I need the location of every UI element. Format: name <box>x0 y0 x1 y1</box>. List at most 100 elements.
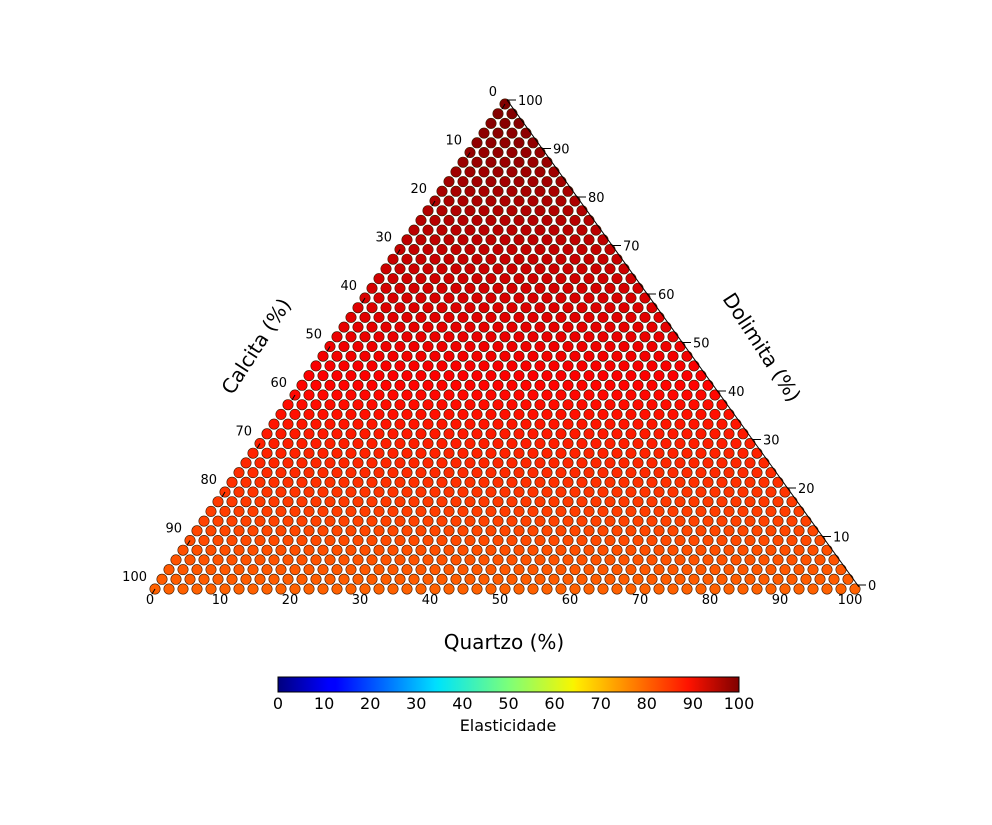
data-point <box>520 437 532 449</box>
data-point <box>548 379 560 391</box>
data-point <box>184 554 196 566</box>
data-point <box>450 166 462 178</box>
data-point <box>499 389 511 401</box>
data-point <box>744 554 756 566</box>
data-point <box>485 331 497 343</box>
data-point <box>583 350 595 362</box>
data-point <box>786 496 798 508</box>
left-tick-label: 80 <box>200 473 217 488</box>
data-point <box>681 370 693 382</box>
data-point <box>450 360 462 372</box>
data-point <box>261 486 273 498</box>
right-tick-label: 10 <box>833 531 850 546</box>
data-point <box>436 185 448 197</box>
data-point <box>408 515 420 527</box>
data-point <box>485 447 497 459</box>
data-point <box>520 166 532 178</box>
bottom-tick-label: 60 <box>562 593 579 608</box>
data-point <box>450 244 462 256</box>
data-point <box>625 544 637 556</box>
data-point <box>681 486 693 498</box>
data-point <box>205 583 217 595</box>
data-point <box>247 505 259 517</box>
data-point <box>562 496 574 508</box>
data-point <box>751 564 763 576</box>
data-point <box>555 564 567 576</box>
left-tick-label: 100 <box>122 570 147 585</box>
data-point <box>695 544 707 556</box>
data-point <box>387 311 399 323</box>
bottom-tick-label: 30 <box>352 593 369 608</box>
data-point <box>471 234 483 246</box>
data-point <box>534 554 546 566</box>
data-point <box>513 214 525 226</box>
data-point <box>345 525 357 537</box>
data-point <box>471 408 483 420</box>
data-point <box>401 273 413 285</box>
data-point <box>450 399 462 411</box>
data-point <box>457 525 469 537</box>
data-point <box>499 505 511 517</box>
data-point <box>464 166 476 178</box>
data-point <box>345 467 357 479</box>
data-point <box>366 282 378 294</box>
data-point <box>646 340 658 352</box>
data-point <box>415 447 427 459</box>
colorbar-tick-label: 50 <box>498 694 518 713</box>
data-point <box>499 137 511 149</box>
data-point <box>688 476 700 488</box>
bottom-tick-label: 0 <box>146 593 154 608</box>
data-point <box>387 564 399 576</box>
data-point <box>457 447 469 459</box>
data-point <box>667 525 679 537</box>
data-point <box>730 534 742 546</box>
data-point <box>611 486 623 498</box>
data-point <box>723 467 735 479</box>
data-point <box>709 525 721 537</box>
data-point <box>779 564 791 576</box>
data-point <box>275 467 287 479</box>
data-point <box>653 525 665 537</box>
left-tick-label: 70 <box>235 425 252 440</box>
data-point <box>695 389 707 401</box>
data-point <box>387 408 399 420</box>
data-point <box>618 360 630 372</box>
data-point <box>387 525 399 537</box>
data-point <box>674 534 686 546</box>
data-point <box>359 486 371 498</box>
data-point <box>632 476 644 488</box>
data-point <box>793 544 805 556</box>
data-point <box>569 467 581 479</box>
data-point <box>632 496 644 508</box>
data-point <box>233 583 245 595</box>
data-point <box>366 321 378 333</box>
data-point <box>310 457 322 469</box>
data-point <box>485 428 497 440</box>
data-point <box>275 525 287 537</box>
data-point <box>240 496 252 508</box>
data-point <box>765 505 777 517</box>
data-point <box>478 554 490 566</box>
data-point <box>520 127 532 139</box>
data-point <box>506 399 518 411</box>
data-point <box>352 302 364 314</box>
data-point <box>429 408 441 420</box>
data-point <box>492 515 504 527</box>
data-point <box>583 467 595 479</box>
data-point <box>590 534 602 546</box>
data-point <box>604 476 616 488</box>
data-point <box>814 573 826 585</box>
data-point <box>464 360 476 372</box>
data-point <box>653 389 665 401</box>
data-point <box>492 360 504 372</box>
data-point <box>646 321 658 333</box>
data-point <box>268 573 280 585</box>
data-point <box>555 331 567 343</box>
data-point <box>415 467 427 479</box>
data-point <box>492 185 504 197</box>
data-point <box>478 127 490 139</box>
data-point <box>338 379 350 391</box>
data-point <box>282 534 294 546</box>
data-point <box>562 244 574 256</box>
data-point <box>408 244 420 256</box>
